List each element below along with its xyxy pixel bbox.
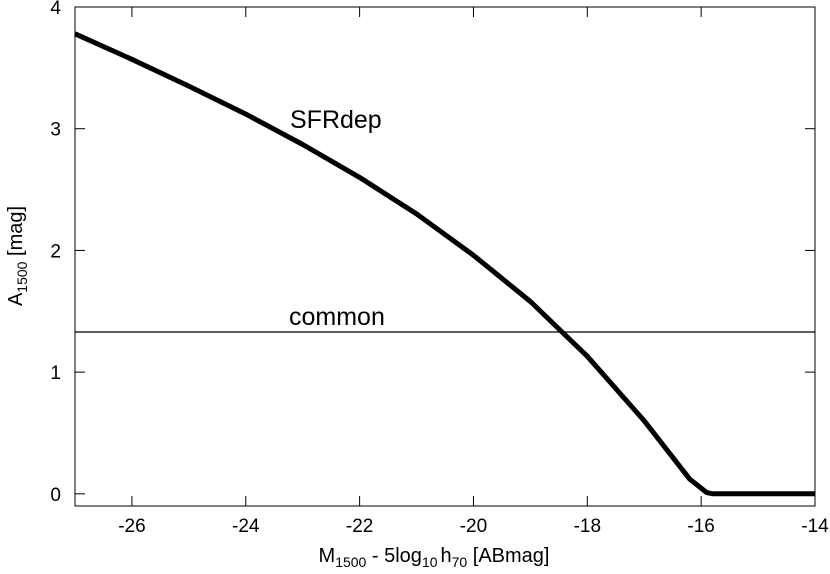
x-tick-label: -16: [687, 516, 714, 537]
series-label-sfrdep: SFRdep: [290, 106, 382, 134]
y-tick-label: 2: [50, 241, 61, 262]
x-axis-ticks: -26 -24 -22 -20 -18 -16 -14: [118, 7, 829, 537]
x-axis-label: M1500 - 5log10 h70 [ABmag]: [319, 545, 550, 570]
y-axis-label: A1500 [mag]: [5, 206, 30, 306]
x-tick-label: -24: [232, 516, 260, 537]
x-tick-label: -20: [460, 516, 487, 537]
y-tick-label: 1: [50, 363, 61, 384]
series-label-common: common: [289, 303, 385, 331]
series-layer: [73, 31, 815, 497]
y-axis-ticks: 0 1 2 3 4: [50, 0, 815, 506]
y-tick-label: 3: [50, 120, 61, 141]
x-tick-label: -22: [346, 516, 373, 537]
x-tick-label: -18: [574, 516, 601, 537]
y-tick-label: 4: [50, 0, 61, 19]
x-tick-label: -14: [801, 516, 829, 537]
plot-frame: [74, 6, 816, 507]
x-tick-label: -26: [118, 516, 145, 537]
series-line-sfrdep: [73, 31, 815, 497]
y-tick-label: 0: [50, 485, 61, 506]
